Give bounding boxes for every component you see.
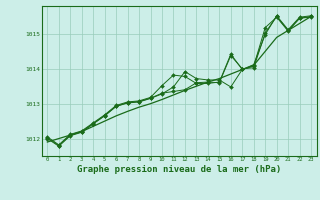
X-axis label: Graphe pression niveau de la mer (hPa): Graphe pression niveau de la mer (hPa): [77, 165, 281, 174]
